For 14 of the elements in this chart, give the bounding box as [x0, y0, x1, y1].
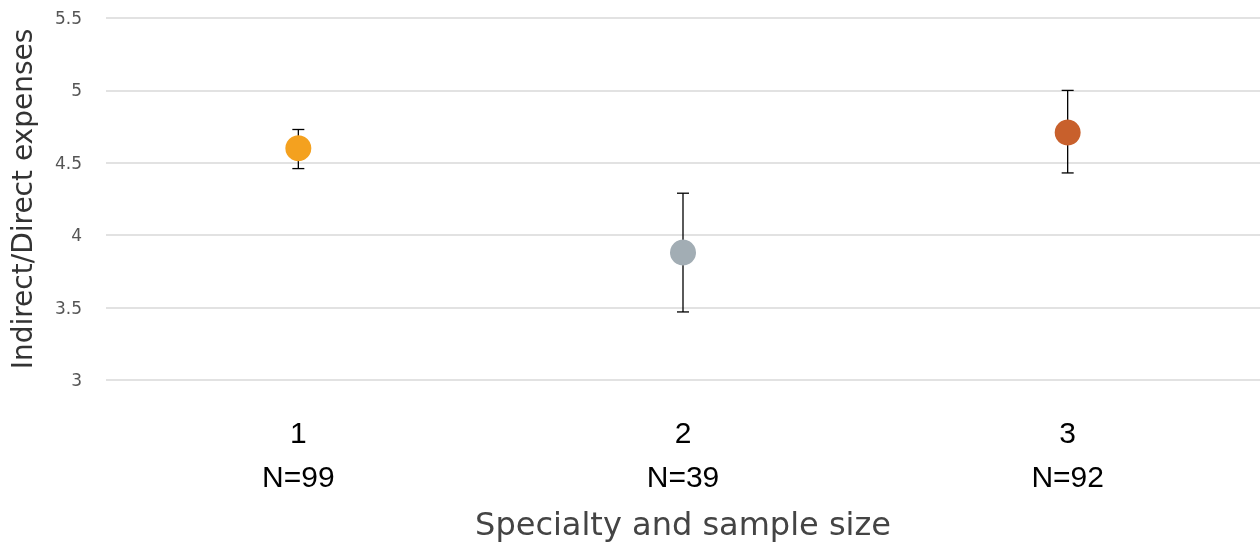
x-tick-label: 1 N=99: [262, 415, 335, 493]
point: [285, 135, 312, 162]
point: [1054, 119, 1081, 146]
x-tick-label: 3 N=92: [1031, 415, 1104, 493]
y-axis-title: Indirect/Direct expenses: [5, 28, 39, 370]
point: [670, 239, 696, 266]
y-tick-label: 3.5: [54, 297, 82, 318]
y-tick-label: 4: [71, 225, 82, 246]
y-tick-label: 4.5: [54, 152, 82, 173]
y-tick-label: 3: [71, 370, 82, 390]
y-tick-label: 5.5: [54, 8, 82, 28]
x-axis-title: Specialty and sample size: [475, 505, 891, 543]
x-tick-label: 2 N=39: [646, 415, 720, 493]
y-tick-label: 5: [71, 80, 82, 101]
